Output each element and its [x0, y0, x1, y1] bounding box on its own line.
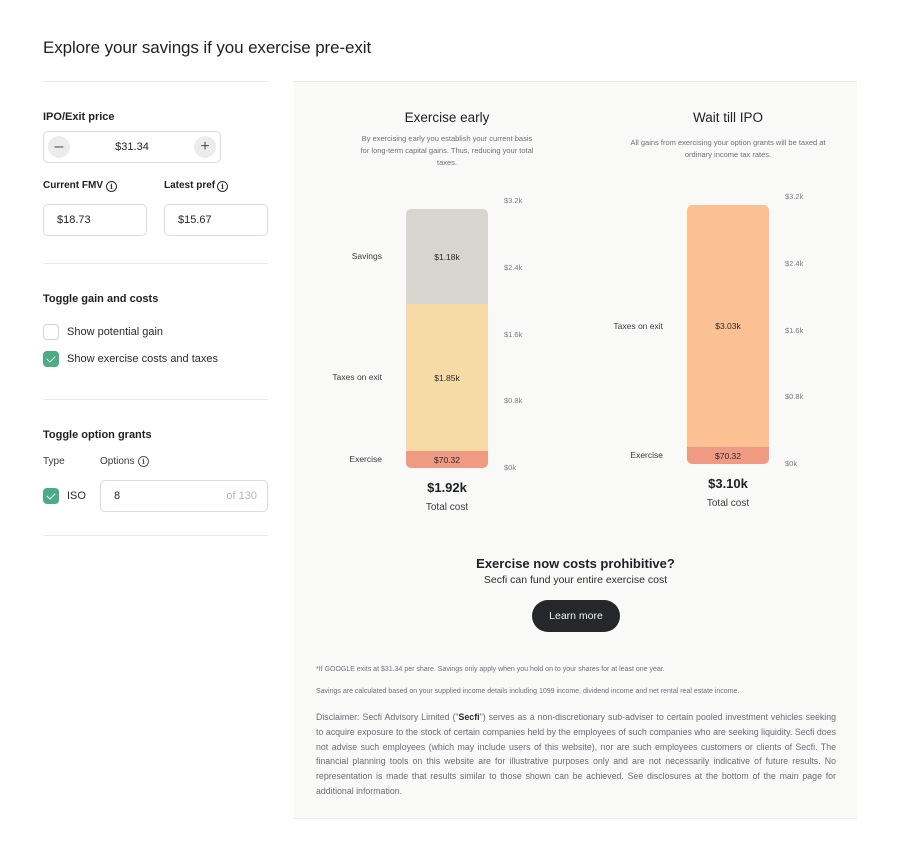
exercise-early-title: Exercise early — [404, 110, 490, 125]
minus-icon: – — [54, 138, 64, 155]
options-total: of 130 — [226, 490, 257, 502]
current-fmv-label: Current FMV — [43, 180, 103, 191]
disclaimer-company: Secfi — [458, 712, 480, 722]
latest-pref-input[interactable]: $15.67 — [164, 204, 268, 236]
axis-tick: $2.4k — [785, 259, 804, 268]
exercise-segment-label: Exercise — [630, 450, 663, 460]
results-panel: Exercise early By exercising early you e… — [294, 81, 857, 819]
footnote-exit: *If GOOGLE exits at $31.34 per share. Sa… — [316, 666, 665, 673]
type-label: Type — [43, 456, 65, 467]
info-icon[interactable]: i — [217, 181, 228, 192]
decrement-button[interactable]: – — [48, 136, 70, 158]
exercise-segment-label: Exercise — [349, 454, 382, 464]
ipo-exit-price-label: IPO/Exit price — [43, 111, 115, 123]
learn-more-button[interactable]: Learn more — [532, 600, 620, 632]
ipo-exit-price-stepper[interactable]: – $31.34 + — [43, 131, 221, 163]
axis-tick: $0k — [785, 459, 798, 468]
options-input[interactable]: 8 of 130 — [100, 480, 268, 512]
options-label: Options — [100, 456, 135, 467]
exercise-early-total: $1.92k — [427, 480, 467, 495]
divider — [43, 81, 268, 82]
wait-till-ipo-bar: $3.03k $70.32 — [687, 205, 769, 464]
show-potential-gain-checkbox[interactable] — [43, 324, 59, 340]
ipo-exit-price-value[interactable]: $31.34 — [115, 141, 149, 153]
show-exercise-costs-label[interactable]: Show exercise costs and taxes — [67, 353, 219, 365]
divider — [43, 399, 268, 400]
taxes-segment: $1.85k — [406, 304, 488, 451]
wait-till-ipo-description: All gains from exercising your option gr… — [630, 138, 826, 159]
axis-tick: $0.8k — [504, 396, 523, 405]
toggle-option-grants-heading: Toggle option grants — [43, 429, 152, 441]
increment-button[interactable]: + — [194, 136, 216, 158]
wait-till-ipo-total-label: Total cost — [706, 498, 750, 509]
disclaimer-prefix: Disclaimer: Secfi Advisory Limited (" — [316, 712, 459, 722]
axis-tick: $3.2k — [504, 196, 523, 205]
page-title: Explore your savings if you exercise pre… — [43, 38, 372, 57]
savings-segment: $1.18k — [406, 209, 488, 304]
info-icon[interactable]: i — [106, 181, 117, 192]
disclaimer-body: ") serves as a non-discretionary sub-adv… — [316, 712, 836, 796]
axis-tick: $1.6k — [504, 330, 523, 339]
current-fmv-input[interactable]: $18.73 — [43, 204, 147, 236]
wait-till-ipo-title: Wait till IPO — [692, 110, 763, 125]
wait-till-ipo-total: $3.10k — [708, 476, 748, 491]
iso-label: ISO — [67, 490, 86, 502]
exercise-early-bar: $1.18k $1.85k $70.32 — [406, 209, 488, 468]
axis-tick: $2.4k — [504, 263, 523, 272]
info-icon[interactable]: i — [138, 456, 149, 467]
exercise-segment: $70.32 — [406, 451, 488, 468]
show-exercise-costs-checkbox[interactable] — [43, 351, 59, 367]
options-value[interactable]: 8 — [114, 490, 121, 502]
divider — [43, 263, 268, 264]
disclaimer: Disclaimer: Secfi Advisory Limited ("Sec… — [316, 710, 836, 799]
axis-tick: $0k — [504, 463, 517, 472]
exercise-early-description: By exercising early you establish your c… — [360, 134, 534, 167]
taxes-segment: $3.03k — [687, 205, 769, 447]
divider — [43, 535, 268, 536]
show-potential-gain-label[interactable]: Show potential gain — [67, 326, 164, 338]
exercise-early-total-label: Total cost — [425, 502, 469, 513]
cta-title: Exercise now costs prohibitive? — [476, 556, 675, 571]
axis-tick: $3.2k — [785, 192, 804, 201]
toggle-gain-costs-heading: Toggle gain and costs — [43, 293, 159, 305]
taxes-segment-label: Taxes on exit — [613, 321, 663, 331]
cta-subtitle: Secfi can fund your entire exercise cost — [483, 574, 668, 586]
taxes-segment-label: Taxes on exit — [332, 372, 382, 382]
plus-icon: + — [200, 138, 210, 155]
savings-segment-label: Savings — [351, 251, 382, 261]
axis-tick: $1.6k — [785, 326, 804, 335]
latest-pref-label: Latest pref — [164, 180, 216, 191]
exercise-segment: $70.32 — [687, 447, 769, 464]
footnote-savings: Savings are calculated based on your sup… — [316, 688, 740, 695]
axis-tick: $0.8k — [785, 392, 804, 401]
iso-checkbox[interactable] — [43, 488, 59, 504]
